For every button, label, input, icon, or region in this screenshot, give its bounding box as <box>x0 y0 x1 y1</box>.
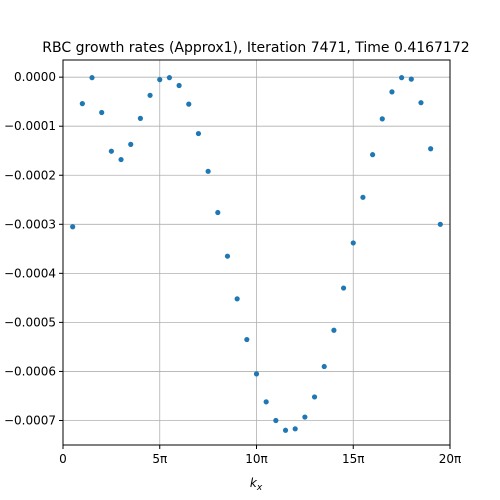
data-point <box>302 414 308 420</box>
data-point <box>137 115 143 121</box>
data-point <box>234 296 240 302</box>
data-point <box>408 76 414 82</box>
data-point <box>195 130 202 137</box>
data-point <box>215 209 221 216</box>
y-tick-label: −0.0002 <box>4 168 56 182</box>
data-point <box>360 194 366 200</box>
x-axis-label: kx <box>250 476 263 493</box>
data-point <box>186 101 192 107</box>
x-ticks: 0 5π 10π 15π 20π <box>59 445 461 466</box>
x-tick-label: 0 <box>59 452 67 466</box>
data-point <box>128 141 134 147</box>
data-point <box>437 221 443 227</box>
data-point <box>244 336 250 343</box>
data-point <box>205 168 211 174</box>
data-point <box>311 394 318 400</box>
data-point <box>118 156 124 163</box>
data-point <box>379 116 385 122</box>
data-point <box>253 371 260 377</box>
data-point <box>370 152 376 158</box>
x-tick-label: 15π <box>342 452 365 466</box>
data-point <box>99 109 105 116</box>
data-point <box>389 89 395 95</box>
data-point <box>79 101 85 107</box>
y-ticks: 0.0000 −0.0001 −0.0002 −0.0003 −0.0004 −0.000… <box>4 70 63 427</box>
y-tick-label: −0.0003 <box>4 217 56 231</box>
y-tick-label: −0.0005 <box>4 315 56 329</box>
x-tick-label: 10π <box>245 452 268 466</box>
data-point <box>263 399 269 405</box>
data-point <box>418 100 424 106</box>
y-tick-label: 0.0000 <box>14 70 56 84</box>
data-point <box>321 363 327 370</box>
data-point <box>340 285 347 291</box>
data-point <box>157 77 163 83</box>
data-point <box>224 253 231 259</box>
data-point <box>399 75 405 81</box>
data-point <box>282 427 289 433</box>
data-point <box>273 417 279 424</box>
data-point <box>89 75 95 81</box>
y-tick-label: −0.0006 <box>4 364 56 378</box>
data-point <box>428 146 434 152</box>
data-points <box>70 75 443 433</box>
data-point <box>108 148 114 154</box>
y-tick-label: −0.0007 <box>4 413 56 427</box>
data-point <box>70 224 76 230</box>
data-point <box>166 75 173 81</box>
x-tick-label: 20π <box>439 452 462 466</box>
y-tick-label: −0.0001 <box>4 119 56 133</box>
data-point <box>292 426 298 432</box>
data-point <box>350 240 356 246</box>
data-point <box>331 327 337 333</box>
data-point <box>147 92 153 98</box>
chart-title: RBC growth rates (Approx1), Iteration 74… <box>42 40 469 56</box>
y-tick-label: −0.0004 <box>4 266 56 280</box>
data-point <box>176 82 182 89</box>
x-tick-label: 5π <box>152 452 167 466</box>
